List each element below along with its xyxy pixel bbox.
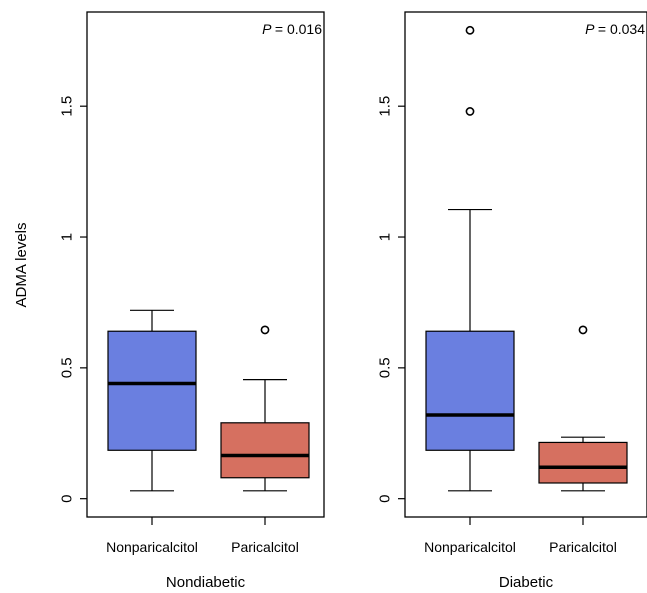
box-iqr xyxy=(425,330,515,451)
x-axis-label: Nondiabetic xyxy=(166,574,246,591)
y-axis-label: ADMA levels xyxy=(13,222,30,307)
plot-frame xyxy=(86,11,325,518)
p-symbol: P xyxy=(262,21,275,37)
box-iqr xyxy=(220,422,310,479)
panel-1: 0 0.5 1 1.5 Nonparicalcitol Paricalcitol Nondi… xyxy=(58,11,325,591)
y-tick-label: 1 xyxy=(376,233,393,241)
x-axis-label: Diabetic xyxy=(499,574,554,591)
outlier-point xyxy=(260,325,270,335)
category-label: Paricalcitol xyxy=(231,539,299,555)
category-label: Paricalcitol xyxy=(549,539,617,555)
plot-frame xyxy=(404,11,647,518)
panel-2: 0 0.5 1 1.5 Nonparicalcitol Paricalcitol Diabe… xyxy=(376,11,647,591)
y-tick-label: 0.5 xyxy=(376,357,393,378)
outlier-point xyxy=(465,25,475,35)
y-tick-label: 0 xyxy=(376,495,393,503)
outlier-point xyxy=(578,325,588,335)
p-value-annotation: P = 0.016 xyxy=(262,21,322,37)
box-nonparicalcitol xyxy=(425,25,515,492)
box-iqr xyxy=(107,330,197,451)
y-tick-label: 0.5 xyxy=(58,357,75,378)
p-symbol: P xyxy=(585,21,598,37)
box-paricalcitol xyxy=(220,325,310,492)
category-label: Nonparicalcitol xyxy=(424,539,516,555)
box-nonparicalcitol xyxy=(107,309,197,492)
y-tick-label: 0 xyxy=(58,495,75,503)
box-paricalcitol xyxy=(538,325,628,492)
y-tick-label: 1 xyxy=(58,233,75,241)
y-tick-label: 1.5 xyxy=(58,96,75,117)
p-value: = 0.016 xyxy=(275,21,322,37)
y-tick-label: 1.5 xyxy=(376,96,393,117)
p-value-annotation: P = 0.034 xyxy=(585,21,645,37)
box-iqr xyxy=(538,441,628,484)
p-value: = 0.034 xyxy=(598,21,645,37)
category-label: Nonparicalcitol xyxy=(106,539,198,555)
outlier-point xyxy=(465,107,475,116)
